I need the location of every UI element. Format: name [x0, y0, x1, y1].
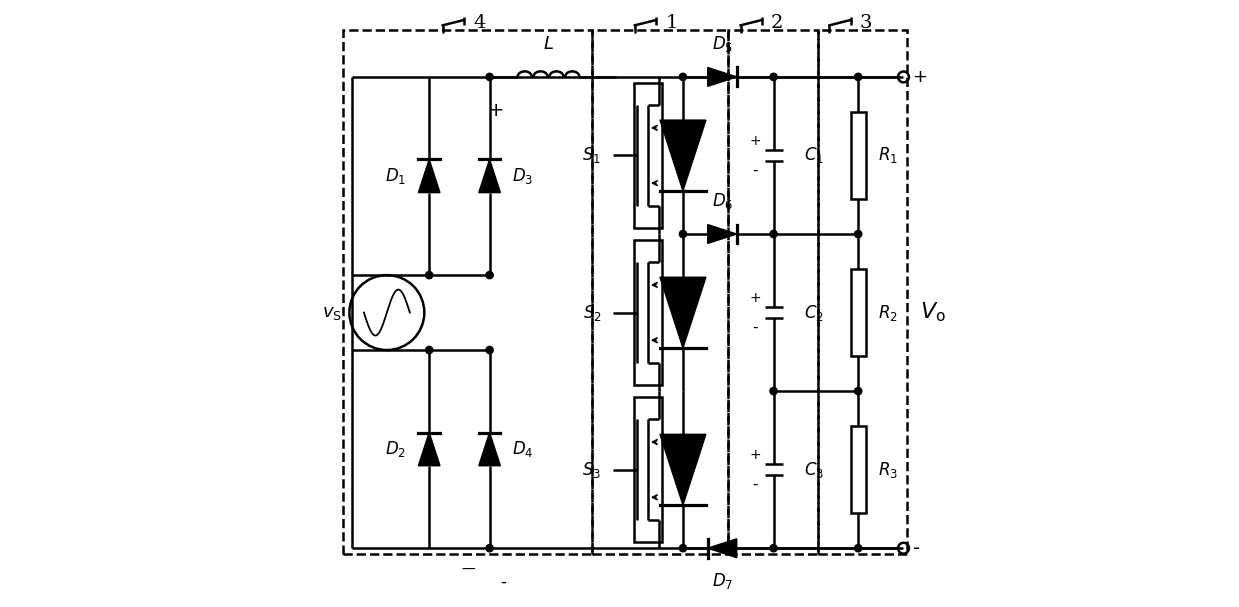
Text: +: + — [750, 291, 761, 305]
Text: +: + — [750, 134, 761, 148]
Circle shape — [855, 231, 862, 237]
Circle shape — [425, 271, 432, 279]
Text: +: + — [750, 448, 761, 462]
Text: -: - — [753, 476, 758, 492]
Circle shape — [486, 271, 493, 279]
Bar — [729, 30, 818, 554]
Circle shape — [486, 347, 493, 354]
Bar — [818, 30, 907, 554]
Text: $S_3$: $S_3$ — [582, 459, 601, 480]
Text: $C_3$: $C_3$ — [804, 459, 824, 480]
Text: $D_1$: $D_1$ — [385, 166, 406, 186]
Circle shape — [855, 544, 862, 552]
Circle shape — [769, 387, 777, 395]
Circle shape — [769, 73, 777, 81]
Text: $C_2$: $C_2$ — [804, 302, 824, 322]
Circle shape — [769, 231, 777, 237]
Text: —: — — [462, 563, 476, 577]
Polygon shape — [707, 225, 737, 243]
Text: $V_{\rm o}$: $V_{\rm o}$ — [921, 300, 947, 324]
Text: $D_3$: $D_3$ — [512, 166, 534, 186]
Text: 4: 4 — [473, 14, 486, 32]
Text: +: + — [913, 68, 928, 86]
Text: $R_1$: $R_1$ — [877, 146, 898, 166]
Text: $R_2$: $R_2$ — [877, 302, 897, 322]
Circle shape — [679, 231, 686, 237]
Circle shape — [679, 73, 686, 81]
Bar — [343, 30, 592, 554]
Text: 3: 3 — [860, 14, 872, 32]
Text: $S_2$: $S_2$ — [582, 302, 601, 322]
Text: $S_1$: $S_1$ — [582, 146, 601, 166]
Text: $v_{\rm S}$: $v_{\rm S}$ — [322, 304, 342, 322]
Bar — [634, 240, 662, 385]
Bar — [592, 30, 729, 554]
Text: 2: 2 — [771, 14, 783, 32]
Text: $C_1$: $C_1$ — [804, 146, 824, 166]
Text: $D_2$: $D_2$ — [385, 439, 406, 459]
Polygon shape — [478, 160, 501, 192]
Polygon shape — [478, 433, 501, 466]
Bar — [851, 270, 866, 356]
Text: -: - — [501, 572, 506, 591]
Circle shape — [769, 544, 777, 552]
Text: $D_4$: $D_4$ — [512, 439, 534, 459]
Polygon shape — [419, 160, 440, 192]
Text: $D_7$: $D_7$ — [711, 571, 733, 591]
Bar — [851, 112, 866, 198]
Polygon shape — [660, 435, 706, 505]
Polygon shape — [419, 433, 440, 466]
Circle shape — [486, 544, 493, 552]
Polygon shape — [660, 277, 706, 348]
Text: $D_5$: $D_5$ — [711, 33, 732, 53]
Text: $D_6$: $D_6$ — [711, 191, 733, 211]
Polygon shape — [707, 539, 737, 558]
Text: $L$: $L$ — [543, 35, 554, 53]
Bar — [634, 397, 662, 542]
Circle shape — [486, 73, 493, 81]
Text: -: - — [913, 538, 919, 558]
Text: $R_3$: $R_3$ — [877, 459, 898, 480]
Text: -: - — [753, 163, 758, 177]
Polygon shape — [660, 120, 706, 191]
Text: -: - — [753, 319, 758, 334]
Circle shape — [855, 387, 862, 395]
Text: +: + — [487, 101, 504, 120]
Circle shape — [855, 73, 862, 81]
Circle shape — [425, 347, 432, 354]
Bar — [851, 427, 866, 513]
Circle shape — [679, 544, 686, 552]
Bar — [634, 83, 662, 228]
Polygon shape — [707, 67, 737, 86]
Text: 1: 1 — [665, 14, 678, 32]
